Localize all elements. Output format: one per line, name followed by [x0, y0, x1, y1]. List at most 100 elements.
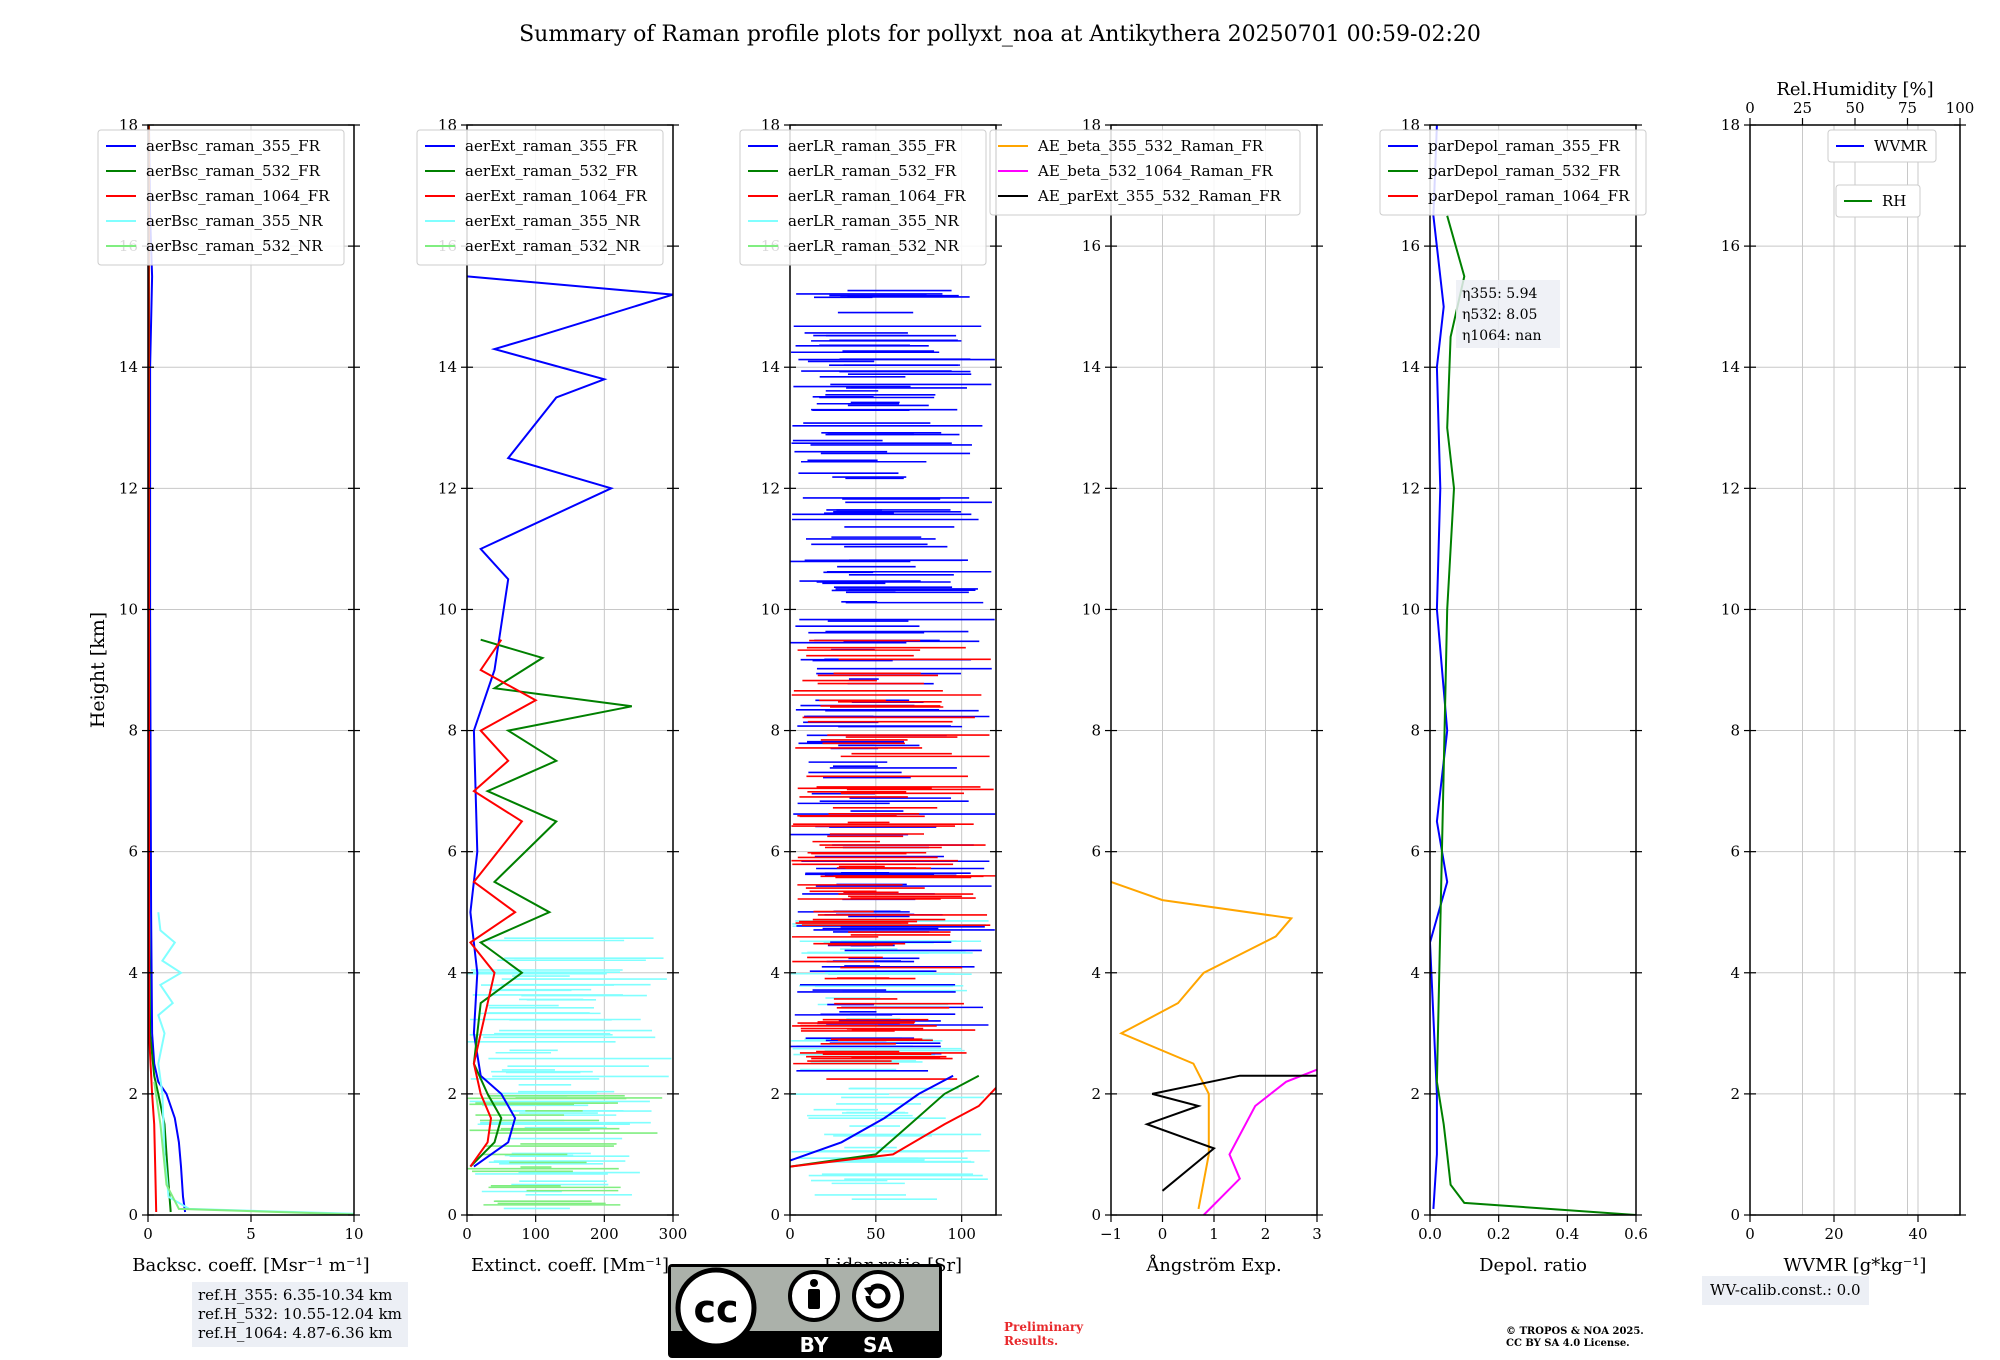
y-tick-label: 6 [1730, 843, 1740, 861]
y-tick-label: 12 [438, 479, 457, 497]
legend: WVMR RH [1827, 129, 1937, 218]
legend-label: parDepol_raman_1064_FR [1428, 187, 1630, 205]
y-tick-label: 2 [1091, 1085, 1101, 1103]
legend-box [416, 129, 664, 266]
x-tick-label: 0.2 [1487, 1225, 1511, 1243]
y-tick-label: 8 [1091, 722, 1101, 740]
legend-label: aerExt_raman_1064_FR [465, 187, 647, 205]
y-tick-label: 6 [1410, 843, 1420, 861]
annotation-line: η355: 5.94 [1462, 286, 1538, 302]
series-parDepol_raman_355_FR [1430, 125, 1449, 1209]
x-tick-label: 50 [866, 1225, 885, 1243]
y-tick-label: 6 [447, 843, 457, 861]
reference-heights-box: ref.H_355: 6.35-10.34 km ref.H_532: 10.5… [192, 1282, 408, 1347]
y-tick-label: 12 [1721, 479, 1740, 497]
legend-label: aerExt_raman_532_NR [465, 237, 641, 255]
y-tick-label: 16 [1721, 237, 1740, 255]
x-axis-label: Depol. ratio [1479, 1255, 1587, 1276]
x-axis-label: Ångström Exp. [1145, 1254, 1281, 1276]
sa-recycle-icon [852, 1270, 904, 1322]
series-aerLR_raman_532_FR [790, 1074, 980, 1168]
legend-label: aerLR_raman_355_FR [788, 137, 957, 155]
y-tick-label: 8 [1410, 722, 1420, 740]
series-aerExt_raman_532_FR [469, 638, 632, 1168]
series-aerLR_raman_1064_FR [790, 1087, 996, 1168]
x-tick-label: 10 [344, 1225, 363, 1243]
x-axis-label: Backsc. coeff. [Msr⁻¹ m⁻¹] [132, 1255, 369, 1276]
x-tick-label: 100 [947, 1225, 976, 1243]
preliminary-line-1: Preliminary [1004, 1320, 1084, 1334]
y-tick-label: 10 [438, 600, 457, 618]
y-tick-label: 0 [1091, 1206, 1101, 1224]
y-tick-label: 8 [1730, 722, 1740, 740]
axes-frame [466, 124, 674, 1216]
y-tick-label: 4 [1730, 964, 1740, 982]
x-axis-label: Extinct. coeff. [Mm⁻¹] [471, 1255, 669, 1276]
y-tick-label: 14 [119, 358, 138, 376]
annotation-line: η1064: nan [1462, 328, 1542, 344]
legend-label: parDepol_raman_532_FR [1428, 162, 1621, 180]
copyright-note: © TROPOS & NOA 2025. CC BY SA 4.0 Licens… [1506, 1326, 1644, 1350]
legend-label: aerLR_raman_532_NR [788, 237, 959, 255]
y-tick-label: 12 [1082, 479, 1101, 497]
y-tick-label: 4 [1410, 964, 1420, 982]
x-tick-label: 20 [1824, 1225, 1843, 1243]
panel-backscatter: 0246810121416180510Backsc. coeff. [Msr⁻¹… [97, 116, 370, 1276]
y-tick-label: 2 [128, 1085, 138, 1103]
x-tick-label: 5 [246, 1225, 256, 1243]
wv-calib-box: WV-calib.const.: 0.0 [1702, 1276, 1869, 1305]
legend-box [97, 129, 345, 266]
legend-label: aerLR_raman_1064_FR [788, 187, 966, 205]
y-tick-label: 14 [1082, 358, 1101, 376]
x-tick-label: 200 [590, 1225, 619, 1243]
sa-label: SA [863, 1333, 893, 1357]
x-tick-label: 0.6 [1624, 1225, 1648, 1243]
legend-label: parDepol_raman_355_FR [1428, 137, 1621, 155]
x-axis-label: WVMR [g*kg⁻¹] [1784, 1255, 1927, 1276]
y-tick-label: 14 [1401, 358, 1420, 376]
series-aerExt_raman_1064_FR [468, 639, 538, 1168]
series-aerBsc_raman_355_NR [157, 912, 354, 1215]
cc-circle [675, 1267, 757, 1349]
legend-label: aerLR_raman_355_NR [788, 212, 959, 230]
series-AE_beta_355_532_Raman_FR [1111, 880, 1294, 1210]
y-tick-label: 4 [1091, 964, 1101, 982]
panel-extinction: 0246810121416180100200300Extinct. coeff.… [416, 116, 687, 1276]
axes-frame [789, 124, 997, 1216]
x-tick-label: 40 [1908, 1225, 1927, 1243]
wv-calib-text: WV-calib.const.: 0.0 [1710, 1281, 1861, 1299]
data-group [1111, 880, 1317, 1215]
y-tick-label: 6 [770, 843, 780, 861]
ref-height-355: ref.H_355: 6.35-10.34 km [198, 1286, 393, 1304]
series-parDepol_raman_532_FR [1435, 215, 1636, 1215]
x-tick-label: 1 [1209, 1225, 1219, 1243]
data-group [467, 275, 673, 1210]
legend: AE_beta_355_532_Raman_FR AE_beta_532_1064… [989, 129, 1301, 216]
legend-label: aerBsc_raman_532_NR [146, 237, 323, 255]
y-tick-label: 0 [447, 1206, 457, 1224]
axes-frame [1429, 124, 1637, 1216]
eta-annotation: η355: 5.94 η532: 8.05 η1064: nan [1456, 280, 1560, 348]
y-tick-label: 14 [761, 358, 780, 376]
legend-label: aerLR_raman_532_FR [788, 162, 957, 180]
x-tick-label: 100 [521, 1225, 550, 1243]
x-tick-label: 0 [1158, 1225, 1168, 1243]
series-AE_beta_532_1064_Raman_FR [1202, 1068, 1317, 1215]
top-x-tick-label: 100 [1946, 99, 1975, 117]
legend-label: AE_parExt_355_532_Raman_FR [1037, 187, 1282, 205]
y-tick-label: 16 [1082, 237, 1101, 255]
y-tick-label: 14 [1721, 358, 1740, 376]
series-aerBsc_raman_532_NR [153, 1081, 354, 1215]
annotation-box [1456, 280, 1560, 348]
y-tick-label: 4 [770, 964, 780, 982]
y-tick-label: 18 [1721, 116, 1740, 134]
panel-lidar_ratio: 024681012141618050100Lidar ratio [Sr]aer… [739, 116, 1002, 1276]
legend-box [739, 129, 987, 266]
y-tick-label: 10 [1721, 600, 1740, 618]
y-axis-label: Height [km] [87, 612, 109, 728]
y-tick-label: 12 [1401, 479, 1420, 497]
preliminary-line-2: Results. [1004, 1334, 1059, 1348]
x-tick-label: 2 [1261, 1225, 1271, 1243]
series-aerExt_raman_355_FR [467, 275, 673, 1168]
